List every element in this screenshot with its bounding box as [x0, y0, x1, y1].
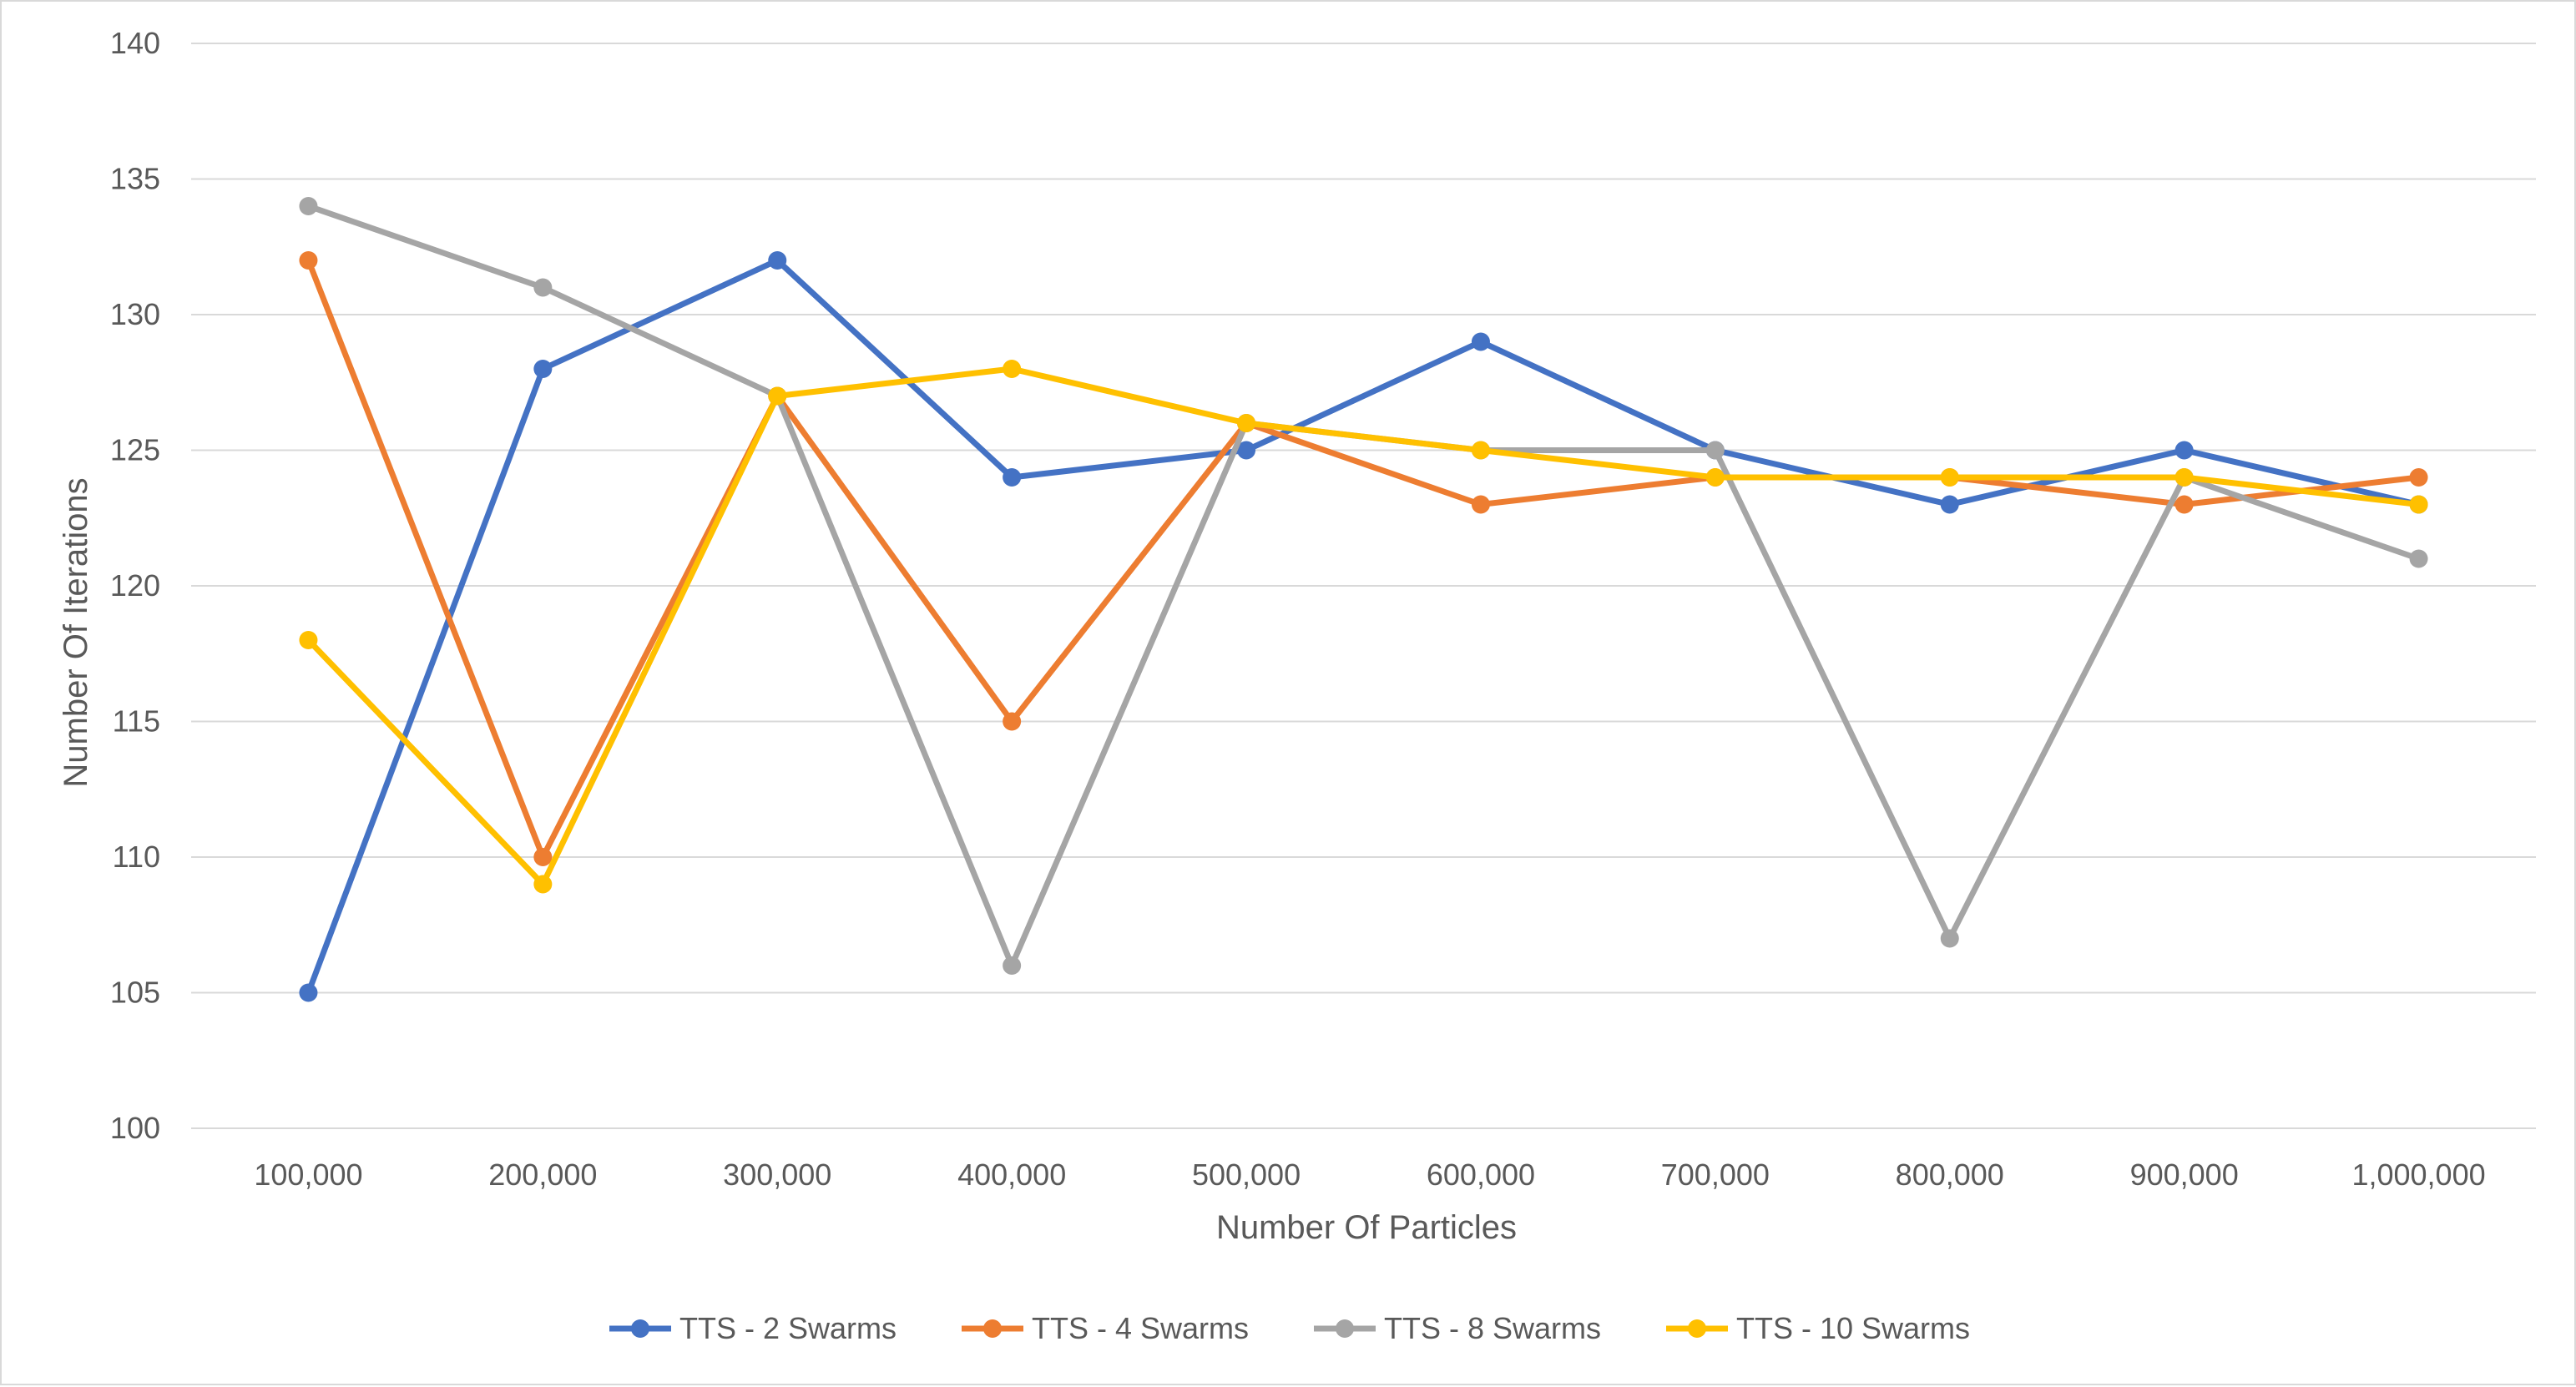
y-tick-label: 105	[110, 976, 160, 1010]
x-tick-label: 1,000,000	[2351, 1158, 2485, 1192]
y-tick-label: 115	[113, 704, 160, 739]
series-line	[305, 257, 2422, 996]
data-point	[533, 848, 553, 866]
y-tick-label: 110	[113, 840, 160, 874]
x-axis-ticks: 100,000 200,000 300,000 400,000 500,000 600,0…	[254, 1158, 2485, 1192]
x-tick-label: 500,000	[1192, 1158, 1301, 1192]
y-axis-ticks: 100 105 110 115 120 125 130 135 140	[110, 26, 160, 1145]
data-point	[768, 251, 787, 270]
data-point	[299, 983, 318, 1002]
series-line	[305, 366, 2422, 887]
x-tick-label: 700,000	[1661, 1158, 1770, 1192]
x-tick-label: 200,000	[488, 1158, 597, 1192]
data-point	[1003, 360, 1022, 378]
y-tick-label: 135	[110, 162, 160, 196]
series-2	[299, 251, 2428, 866]
data-point	[1237, 441, 1256, 460]
data-point	[1003, 712, 1022, 731]
series-lines	[299, 197, 2428, 1002]
data-point	[1471, 332, 1490, 351]
data-point	[1940, 495, 1959, 514]
data-point	[533, 875, 553, 894]
data-point	[2409, 468, 2428, 487]
legend-marker	[983, 1319, 1002, 1338]
data-point	[1471, 441, 1490, 460]
data-point	[1940, 468, 1959, 487]
x-tick-label: 900,000	[2130, 1158, 2239, 1192]
data-point	[2174, 441, 2194, 460]
data-point	[2409, 495, 2428, 514]
legend: TTS - 2 Swarms TTS - 4 Swarms TTS - 8 Swar…	[609, 1311, 1970, 1345]
data-point	[1705, 468, 1725, 487]
legend-marker	[1688, 1319, 1706, 1338]
legend-label: TTS - 8 Swarms	[1384, 1311, 1601, 1345]
y-axis-title: Number Of Iterations	[58, 477, 94, 787]
x-tick-label: 600,000	[1427, 1158, 1535, 1192]
legend-item: TTS - 2 Swarms	[609, 1311, 897, 1345]
legend-item: TTS - 10 Swarms	[1666, 1311, 1970, 1345]
data-point	[2174, 495, 2194, 514]
data-point	[533, 360, 553, 378]
data-point	[299, 251, 318, 270]
legend-marker	[1336, 1319, 1354, 1338]
y-tick-label: 130	[110, 297, 160, 331]
data-point	[1940, 929, 1959, 948]
legend-label: TTS - 10 Swarms	[1736, 1311, 1970, 1345]
data-point	[1003, 956, 1022, 975]
y-tick-label: 120	[110, 568, 160, 603]
legend-marker	[631, 1319, 649, 1338]
legend-label: TTS - 2 Swarms	[679, 1311, 897, 1345]
x-tick-label: 800,000	[1896, 1158, 2004, 1192]
data-point	[299, 197, 318, 215]
data-point	[2174, 468, 2194, 487]
y-tick-label: 140	[110, 26, 160, 60]
legend-item: TTS - 4 Swarms	[962, 1311, 1249, 1345]
x-axis-title: Number Of Particles	[1216, 1209, 1517, 1246]
data-point	[1705, 441, 1725, 460]
series-4	[299, 360, 2428, 894]
gridlines	[191, 43, 2536, 1129]
data-point	[1003, 468, 1022, 487]
data-point	[768, 386, 787, 406]
x-tick-label: 400,000	[957, 1158, 1066, 1192]
data-point	[533, 278, 553, 297]
legend-label: TTS - 4 Swarms	[1032, 1311, 1249, 1345]
y-tick-label: 100	[110, 1111, 160, 1145]
data-point	[1237, 414, 1256, 432]
y-tick-label: 125	[110, 433, 160, 467]
data-point	[1471, 495, 1490, 514]
x-tick-label: 100,000	[254, 1158, 362, 1192]
data-point	[2409, 549, 2428, 568]
data-point	[299, 631, 318, 649]
legend-item: TTS - 8 Swarms	[1314, 1311, 1601, 1345]
x-tick-label: 300,000	[723, 1158, 831, 1192]
series-line	[305, 257, 2422, 860]
